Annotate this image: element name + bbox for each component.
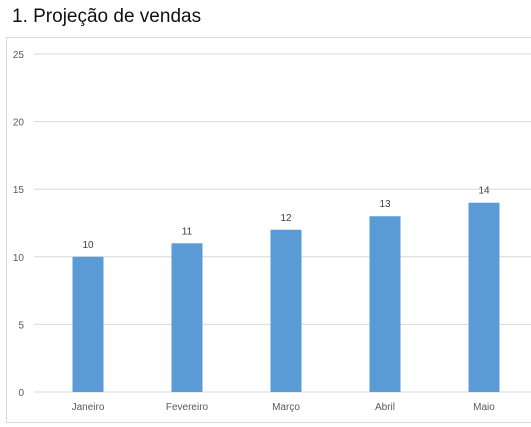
y-tick-label-20: 20 [13, 118, 25, 129]
x-tick-label-maio: Maio [473, 402, 495, 413]
bar-abril [369, 216, 401, 392]
bar-janeiro [72, 256, 104, 392]
y-tick-label-10: 10 [13, 253, 25, 264]
bar-fevereiro [171, 243, 203, 392]
x-tick-label-abril: Abril [375, 402, 395, 413]
x-tick-label-janeiro: Janeiro [72, 402, 105, 413]
page-title: 1. Projeção de vendas [12, 6, 202, 27]
y-tick-label-15: 15 [13, 185, 25, 196]
data-label-março: 12 [280, 213, 292, 224]
bar-março [270, 229, 302, 392]
data-label-janeiro: 10 [82, 240, 94, 251]
bar-maio [468, 202, 500, 392]
data-label-maio: 14 [478, 186, 490, 197]
data-label-fevereiro: 11 [182, 226, 193, 237]
y-tick-label-5: 5 [18, 320, 24, 331]
y-tick-label-25: 25 [13, 50, 25, 61]
x-tick-label-fevereiro: Fevereiro [166, 402, 209, 413]
y-tick-label-0: 0 [18, 388, 24, 399]
data-label-abril: 13 [379, 199, 391, 210]
x-tick-label-março: Março [272, 402, 300, 413]
